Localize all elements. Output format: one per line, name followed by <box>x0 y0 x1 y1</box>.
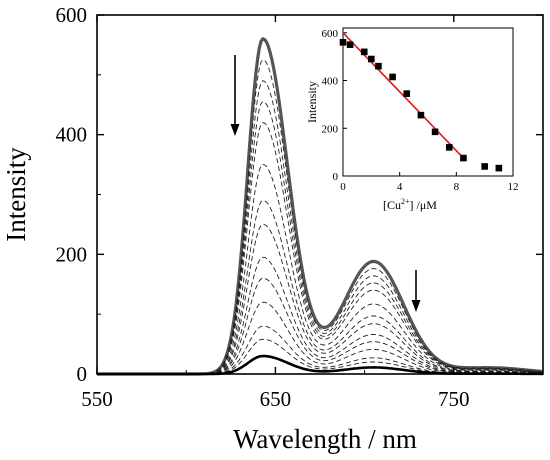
spectrum-line-5 <box>97 164 544 375</box>
inset-x-axis-title: [Cu2+] /μM <box>383 197 437 212</box>
inset-data-point-8 <box>431 128 439 136</box>
y-tick-label: 400 <box>56 123 88 147</box>
inset-data-point-2 <box>360 48 368 56</box>
inset-y-tick-label: 400 <box>322 76 339 88</box>
spectrum-line-7 <box>97 223 544 375</box>
inset-x-axis-title-base: [Cu <box>383 198 401 212</box>
x-tick-label: 550 <box>81 387 113 411</box>
inset-x-tick-label: 12 <box>508 181 519 193</box>
inset-data-point-6 <box>403 90 411 97</box>
inset-y-axis-title: Intensity <box>305 81 319 123</box>
y-axis-title: Intensity <box>1 147 31 242</box>
inset-data-point-10 <box>460 154 467 162</box>
inset-y-tick-label: 200 <box>322 123 339 135</box>
inset-data-point-7 <box>417 111 425 119</box>
inset-data-point-12 <box>495 164 503 172</box>
arrow-down-left-head <box>230 124 240 136</box>
x-axis-title: Wavelength / nm <box>233 424 417 454</box>
inset-y-tick-label: 0 <box>333 171 339 183</box>
inset-x-axis-title-tail: ] /μM <box>410 198 438 212</box>
inset-data-point-9 <box>445 144 453 151</box>
inset-data-point-4 <box>375 62 382 70</box>
inset-data-point-5 <box>389 73 396 81</box>
x-tick-label: 650 <box>260 387 292 411</box>
inset-frame <box>342 27 514 177</box>
y-tick-label: 200 <box>56 242 88 266</box>
inset-plot: 0 4 8 12 0 200 400 600 [Cu2+] /μM Intensity <box>305 27 519 212</box>
inset-data-point-0 <box>339 39 347 46</box>
inset-x-axis-title-superscript: 2+ <box>401 197 410 206</box>
inset-x-tick-label: 0 <box>340 181 346 193</box>
inset-x-tick-label: 4 <box>397 181 403 193</box>
inset-data-point-1 <box>346 41 354 49</box>
x-tick-label: 750 <box>438 387 470 411</box>
arrow-down-right-head <box>411 300 421 312</box>
inset-y-tick-label: 600 <box>322 28 339 40</box>
inset-data-point-11 <box>481 163 488 170</box>
y-tick-label: 600 <box>56 3 88 27</box>
inset-data-point-3 <box>368 55 375 63</box>
y-tick-label: 0 <box>77 362 88 386</box>
inset-x-tick-label: 8 <box>454 181 460 193</box>
spectrum-line-6 <box>97 199 544 375</box>
spectrum-line-8 <box>97 256 543 375</box>
